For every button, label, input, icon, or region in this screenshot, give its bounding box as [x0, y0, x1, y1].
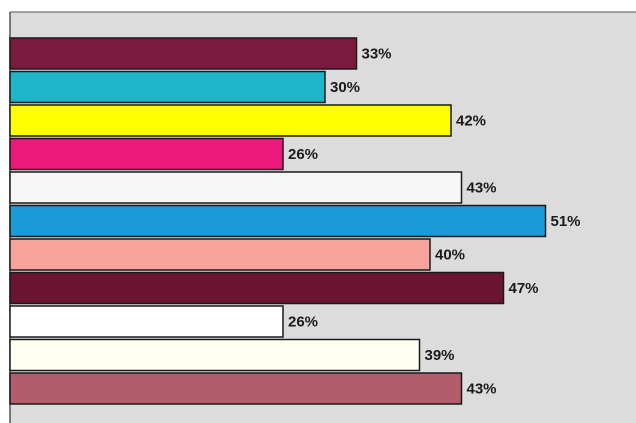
value-label: 43%: [467, 179, 497, 196]
value-label: 33%: [362, 45, 392, 62]
bar: [9, 137, 284, 171]
value-label: 39%: [425, 347, 455, 364]
bar: [9, 305, 284, 338]
bar: [9, 338, 421, 372]
bar: [9, 70, 326, 104]
bar: [9, 271, 505, 305]
value-label: 47%: [509, 280, 539, 297]
bar: [9, 238, 431, 271]
bar: [9, 171, 463, 204]
value-label: 43%: [467, 380, 497, 397]
bar: [9, 37, 358, 70]
value-label: 51%: [551, 213, 581, 230]
value-label: 26%: [288, 146, 318, 163]
bar: [9, 204, 547, 238]
bar: [9, 372, 463, 405]
value-label: 40%: [435, 246, 465, 263]
value-label: 30%: [330, 79, 360, 96]
value-label: 26%: [288, 313, 318, 330]
value-label: 42%: [456, 112, 486, 129]
bar: [9, 104, 452, 137]
